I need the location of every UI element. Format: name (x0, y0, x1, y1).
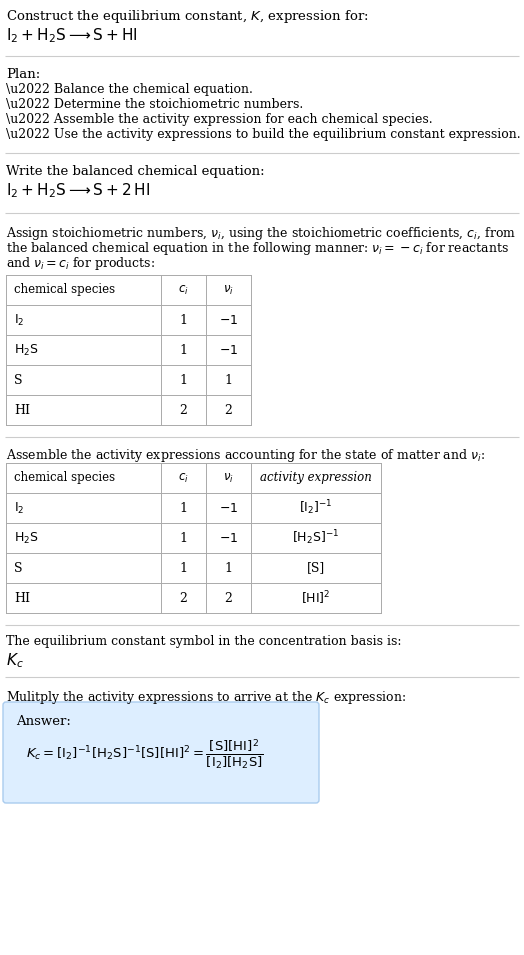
Text: $\mathrm{H_2S}$: $\mathrm{H_2S}$ (14, 530, 39, 545)
Text: $\mathrm{I_2 + H_2S \longrightarrow S + 2\,HI}$: $\mathrm{I_2 + H_2S \longrightarrow S + … (6, 181, 150, 200)
Text: \u2022 Use the activity expressions to build the equilibrium constant expression: \u2022 Use the activity expressions to b… (6, 128, 521, 141)
Text: chemical species: chemical species (14, 472, 115, 484)
Text: $[\mathrm{I_2}]^{-1}$: $[\mathrm{I_2}]^{-1}$ (299, 499, 333, 518)
Text: $\mathrm{I_2}$: $\mathrm{I_2}$ (14, 500, 25, 516)
Text: $\mathrm{I_2}$: $\mathrm{I_2}$ (14, 312, 25, 328)
Text: Assign stoichiometric numbers, $\nu_i$, using the stoichiometric coefficients, $: Assign stoichiometric numbers, $\nu_i$, … (6, 225, 516, 242)
Text: \u2022 Determine the stoichiometric numbers.: \u2022 Determine the stoichiometric numb… (6, 98, 303, 111)
Text: \u2022 Assemble the activity expression for each chemical species.: \u2022 Assemble the activity expression … (6, 113, 433, 126)
Text: 2: 2 (225, 591, 233, 605)
Text: S: S (14, 562, 23, 575)
Text: Construct the equilibrium constant, $K$, expression for:: Construct the equilibrium constant, $K$,… (6, 8, 369, 25)
Text: 1: 1 (180, 373, 188, 387)
Text: 1: 1 (180, 501, 188, 515)
Text: Write the balanced chemical equation:: Write the balanced chemical equation: (6, 165, 265, 178)
Text: 2: 2 (180, 591, 188, 605)
Text: and $\nu_i = c_i$ for products:: and $\nu_i = c_i$ for products: (6, 255, 155, 272)
Text: $c_i$: $c_i$ (178, 284, 189, 297)
Text: the balanced chemical equation in the following manner: $\nu_i = -c_i$ for react: the balanced chemical equation in the fo… (6, 240, 509, 257)
Text: $\nu_i$: $\nu_i$ (223, 284, 234, 297)
Text: [S]: [S] (307, 562, 325, 575)
Text: Answer:: Answer: (16, 715, 71, 728)
Text: 1: 1 (180, 313, 188, 327)
Text: $c_i$: $c_i$ (178, 472, 189, 484)
Text: 1: 1 (224, 562, 233, 575)
Text: $\mathrm{I_2 + H_2S \longrightarrow S + HI}$: $\mathrm{I_2 + H_2S \longrightarrow S + … (6, 26, 138, 45)
Text: $-1$: $-1$ (219, 532, 238, 544)
Text: $-1$: $-1$ (219, 501, 238, 515)
Text: $K_c$: $K_c$ (6, 651, 24, 669)
Text: 1: 1 (224, 373, 233, 387)
Text: HI: HI (14, 404, 30, 416)
Text: $\mathrm{H_2S}$: $\mathrm{H_2S}$ (14, 343, 39, 357)
Text: activity expression: activity expression (260, 472, 372, 484)
Text: $-1$: $-1$ (219, 313, 238, 327)
Text: 1: 1 (180, 344, 188, 356)
Text: $\nu_i$: $\nu_i$ (223, 472, 234, 484)
Text: S: S (14, 373, 23, 387)
Text: 1: 1 (180, 562, 188, 575)
Text: \u2022 Balance the chemical equation.: \u2022 Balance the chemical equation. (6, 83, 253, 96)
Text: HI: HI (14, 591, 30, 605)
Text: chemical species: chemical species (14, 284, 115, 296)
Text: $K_c = [\mathrm{I_2}]^{-1} [\mathrm{H_2S}]^{-1} [\mathrm{S}][\mathrm{HI}]^2 = \d: $K_c = [\mathrm{I_2}]^{-1} [\mathrm{H_2S… (26, 737, 264, 771)
Text: 1: 1 (180, 532, 188, 544)
Text: Assemble the activity expressions accounting for the state of matter and $\nu_i$: Assemble the activity expressions accoun… (6, 447, 485, 464)
Text: $-1$: $-1$ (219, 344, 238, 356)
Text: $[\mathrm{HI}]^2$: $[\mathrm{HI}]^2$ (301, 589, 331, 606)
FancyBboxPatch shape (3, 702, 319, 803)
Text: 2: 2 (225, 404, 233, 416)
Text: Plan:: Plan: (6, 68, 40, 81)
Text: 2: 2 (180, 404, 188, 416)
Text: $[\mathrm{H_2S}]^{-1}$: $[\mathrm{H_2S}]^{-1}$ (292, 529, 340, 547)
Text: Mulitply the activity expressions to arrive at the $K_c$ expression:: Mulitply the activity expressions to arr… (6, 689, 406, 706)
Text: The equilibrium constant symbol in the concentration basis is:: The equilibrium constant symbol in the c… (6, 635, 401, 648)
